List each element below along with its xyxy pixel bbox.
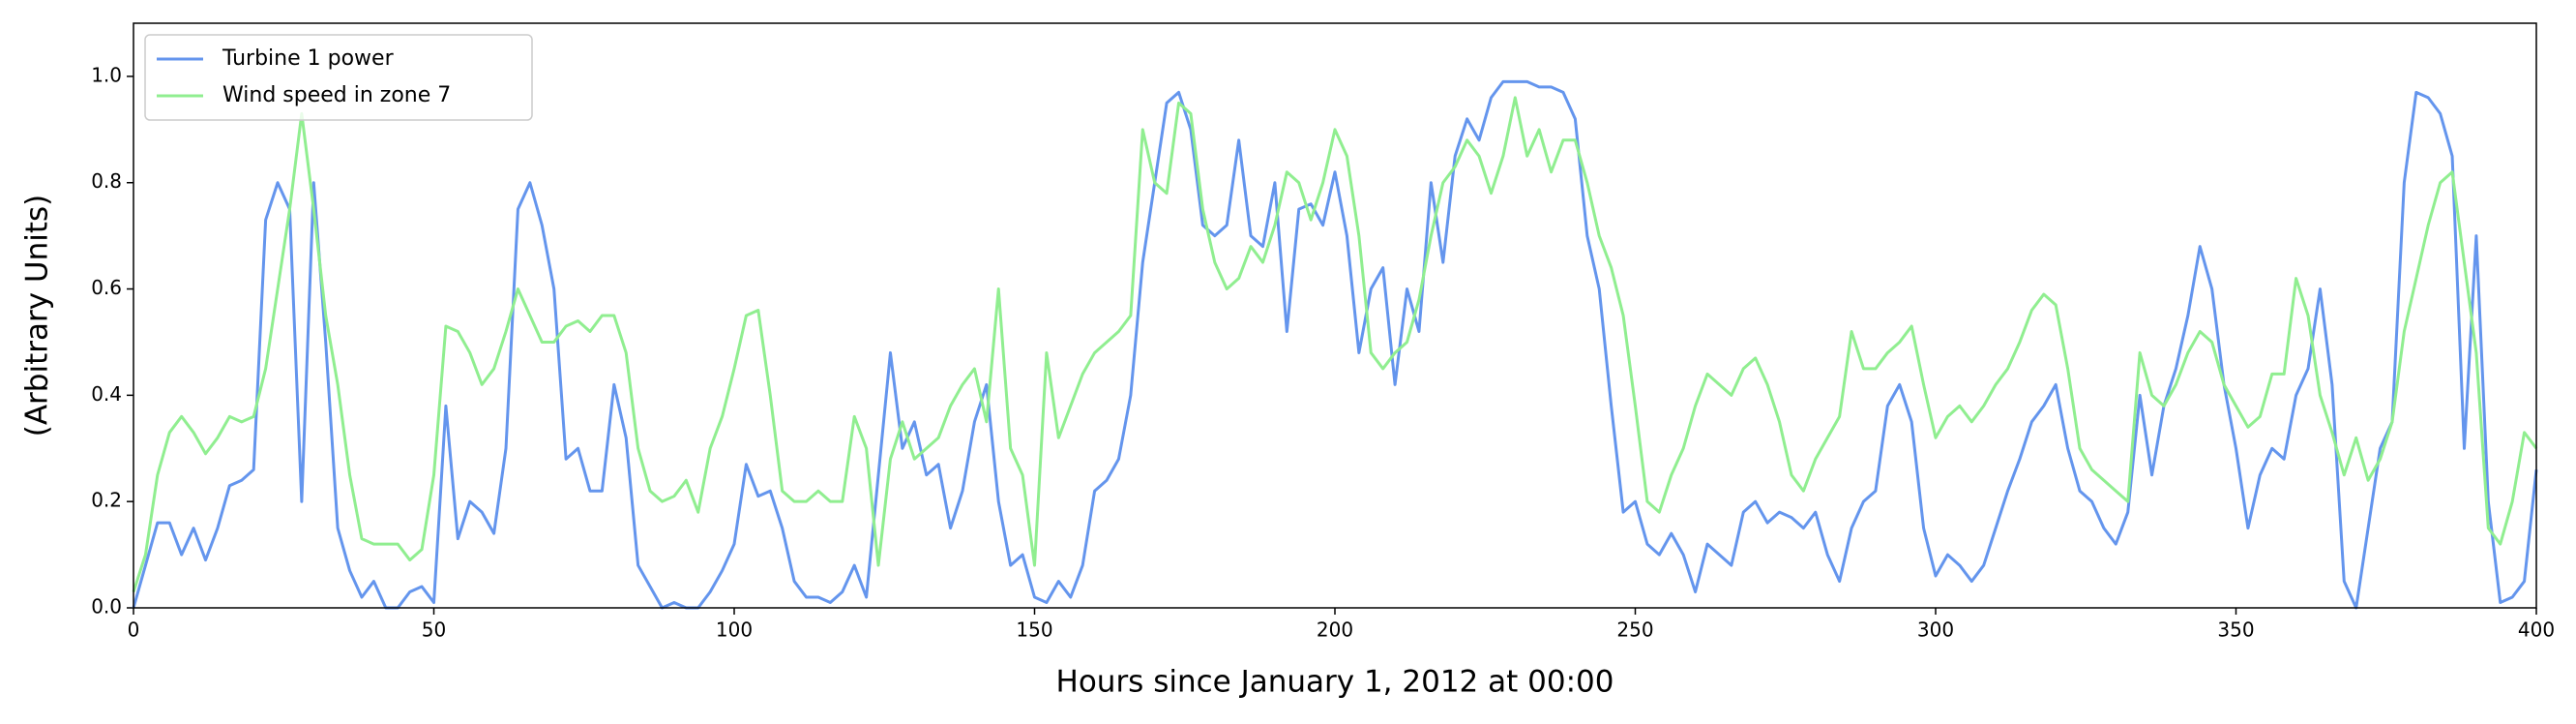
x-tick-label: 50	[422, 618, 446, 642]
legend: Turbine 1 power Wind speed in zone 7	[144, 34, 533, 121]
x-tick-label: 250	[1616, 618, 1653, 642]
x-tick-label: 200	[1317, 618, 1353, 642]
y-tick-label: 1.0	[91, 63, 122, 86]
series-line	[132, 96, 2538, 592]
series-line	[132, 79, 2538, 610]
x-tick-label: 0	[128, 618, 140, 642]
y-tick-label: 0.4	[91, 382, 122, 406]
y-tick-label: 0.2	[91, 489, 122, 512]
legend-label: Turbine 1 power	[222, 46, 395, 71]
y-tick-label: 0.0	[91, 595, 122, 618]
y-axis-label: (Arbitrary Units)	[20, 195, 55, 437]
legend-box	[144, 34, 533, 121]
legend-label: Wind speed in zone 7	[222, 83, 451, 107]
x-tick-label: 350	[2217, 618, 2254, 642]
x-tick-label: 400	[2518, 618, 2555, 642]
y-tick-label: 0.8	[91, 169, 122, 193]
x-tick-label: 150	[1016, 618, 1052, 642]
x-tick-label: 100	[716, 618, 753, 642]
y-tick-label: 0.6	[91, 276, 122, 299]
x-tick-label: 300	[1917, 618, 1954, 642]
x-axis-label: Hours since January 1, 2012 at 00:00	[1056, 665, 1614, 700]
plot-frame	[133, 22, 2537, 609]
